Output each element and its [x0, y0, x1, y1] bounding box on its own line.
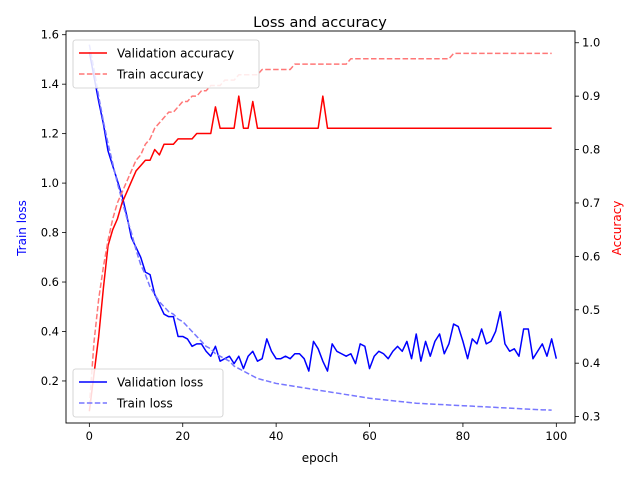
- chart-title: Loss and accuracy: [253, 15, 387, 31]
- y-right-tick-label: 0.7: [582, 196, 600, 210]
- x-tick-label: 100: [545, 429, 567, 443]
- y-left-tick-label: 0.4: [41, 324, 59, 338]
- series-train-loss: [88, 44, 552, 411]
- y-left-tick-label: 1.4: [41, 77, 59, 91]
- x-tick-label: 20: [175, 429, 190, 443]
- y-left-tick-label: 0.2: [41, 374, 59, 388]
- x-tick-label: 80: [456, 429, 471, 443]
- plot-frame: [65, 30, 576, 424]
- y-right-tick-label: 0.6: [582, 249, 600, 263]
- legend-box: [72, 368, 224, 418]
- legend-label-train-accuracy: Train accuracy: [116, 68, 204, 82]
- y-axis-label-left: Train loss: [15, 200, 29, 257]
- legend-accuracy: Validation accuracy Train accuracy: [72, 39, 260, 89]
- y-right-tick-label: 1.0: [582, 36, 600, 50]
- legend-label-validation-loss: Validation loss: [117, 376, 203, 390]
- x-tick-label: 60: [362, 429, 377, 443]
- y-right-tick-label: 0.9: [582, 89, 600, 103]
- y-left-tick-label: 1.6: [41, 28, 59, 42]
- series-validation-accuracy: [88, 95, 552, 412]
- y-left-tick-label: 1.0: [41, 176, 59, 190]
- y-left-tick-label: 0.6: [41, 275, 59, 289]
- legend-label-train-loss: Train loss: [116, 397, 173, 411]
- series-train-accuracy: [88, 52, 552, 406]
- y-right-tick-label: 0.4: [582, 356, 600, 370]
- x-tick-label: 0: [86, 429, 93, 443]
- y-axis-label-right: Accuracy: [610, 201, 624, 256]
- legend-loss: Validation loss Train loss: [72, 368, 224, 418]
- y-right-tick-label: 0.8: [582, 143, 600, 157]
- y-right-tick-label: 0.3: [582, 410, 600, 424]
- y-left-tick-label: 1.2: [41, 127, 59, 141]
- series-validation-loss: [88, 51, 558, 372]
- y-left-tick-label: 0.8: [41, 226, 59, 240]
- legend-label-validation-accuracy: Validation accuracy: [117, 47, 234, 61]
- x-axis-label: epoch: [302, 451, 339, 465]
- legend-box: [72, 39, 260, 89]
- y-right-tick-label: 0.5: [582, 303, 600, 317]
- x-tick-label: 40: [269, 429, 284, 443]
